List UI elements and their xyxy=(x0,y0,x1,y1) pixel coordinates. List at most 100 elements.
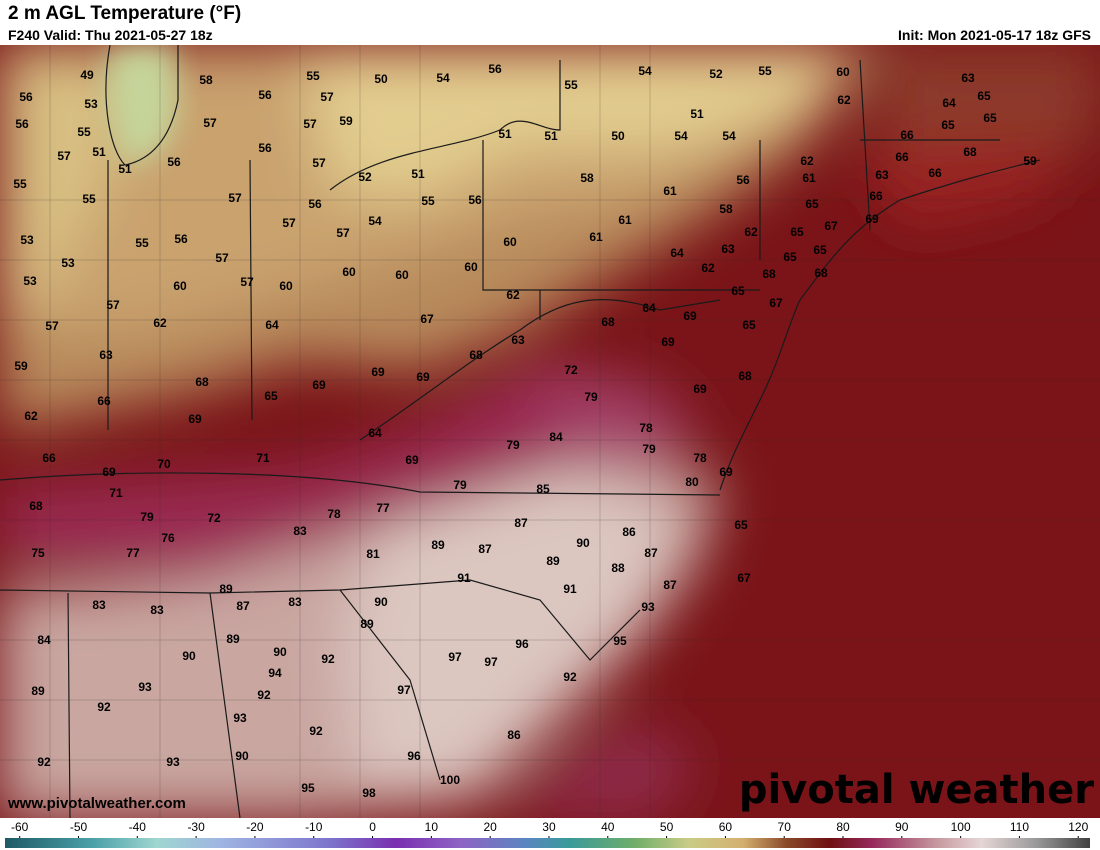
temperature-label: 97 xyxy=(484,655,498,669)
temperature-label: 50 xyxy=(611,129,625,143)
temperature-label: 66 xyxy=(900,128,914,142)
temperature-label: 65 xyxy=(790,225,804,239)
temperature-label: 60 xyxy=(503,235,517,249)
temperature-label: 68 xyxy=(601,315,615,329)
temperature-label: 57 xyxy=(320,90,334,104)
temperature-label: 63 xyxy=(99,348,113,362)
temperature-label: 57 xyxy=(240,275,254,289)
temperature-label: 71 xyxy=(256,451,270,465)
temperature-label: 65 xyxy=(983,111,997,125)
temperature-label: 69 xyxy=(312,378,326,392)
temperature-label: 65 xyxy=(941,118,955,132)
temperature-label: 88 xyxy=(611,561,625,575)
temperature-label: 59 xyxy=(339,114,353,128)
temperature-label: 57 xyxy=(45,319,59,333)
temperature-label: 69 xyxy=(683,309,697,323)
temperature-label: 92 xyxy=(97,700,111,714)
temperature-label: 57 xyxy=(228,191,242,205)
temperature-label: 69 xyxy=(693,382,707,396)
temperature-label: 51 xyxy=(118,162,132,176)
colorbar xyxy=(5,838,1090,848)
temperature-label: 69 xyxy=(865,212,879,226)
temperature-label: 56 xyxy=(258,88,272,102)
temperature-label: 83 xyxy=(288,595,302,609)
temperature-label: 54 xyxy=(722,129,736,143)
temperature-label: 95 xyxy=(301,781,315,795)
temperature-label: 87 xyxy=(514,516,528,530)
map-title: 2 m AGL Temperature (°F) xyxy=(8,3,242,24)
colorbar-tick-label: -60 xyxy=(11,820,29,834)
temperature-label: 56 xyxy=(19,90,33,104)
temperature-label: 69 xyxy=(188,412,202,426)
temperature-label: 61 xyxy=(618,213,632,227)
temperature-label: 84 xyxy=(37,633,51,647)
colorbar-tick-label: -40 xyxy=(129,820,147,834)
temperature-label: 57 xyxy=(57,149,71,163)
temperature-label: 94 xyxy=(268,666,282,680)
temperature-label: 64 xyxy=(642,301,656,315)
temperature-label: 90 xyxy=(374,595,388,609)
temperature-label: 91 xyxy=(563,582,577,596)
colorbar-tick-label: -10 xyxy=(305,820,323,834)
temperature-label: 56 xyxy=(167,155,181,169)
temperature-label: 54 xyxy=(638,64,652,78)
temperature-label: 89 xyxy=(546,554,560,568)
temperature-label: 69 xyxy=(719,465,733,479)
website: www.pivotalweather.com xyxy=(7,795,186,812)
temperature-label: 79 xyxy=(453,478,467,492)
temperature-label: 65 xyxy=(977,89,991,103)
temperature-label: 69 xyxy=(405,453,419,467)
temperature-label: 56 xyxy=(736,173,750,187)
temperature-label: 86 xyxy=(622,525,636,539)
temperature-label: 70 xyxy=(157,457,171,471)
temperature-label: 55 xyxy=(77,125,91,139)
temperature-label: 57 xyxy=(282,216,296,230)
temperature-label: 56 xyxy=(488,62,502,76)
temperature-label: 96 xyxy=(407,749,421,763)
temperature-label: 65 xyxy=(264,389,278,403)
temperature-label: 92 xyxy=(309,724,323,738)
temperature-label: 56 xyxy=(308,197,322,211)
temperature-label: 62 xyxy=(153,316,167,330)
temperature-label: 63 xyxy=(511,333,525,347)
temperature-label: 65 xyxy=(783,250,797,264)
temperature-label: 95 xyxy=(613,634,627,648)
temperature-label: 51 xyxy=(544,129,558,143)
temperature-label: 100 xyxy=(440,773,460,787)
temperature-label: 68 xyxy=(195,375,209,389)
temperature-label: 91 xyxy=(457,571,471,585)
temperature-label: 79 xyxy=(506,438,520,452)
temperature-label: 67 xyxy=(420,312,434,326)
temperature-label: 69 xyxy=(661,335,675,349)
temperature-label: 68 xyxy=(762,267,776,281)
temperature-label: 65 xyxy=(734,518,748,532)
temperature-label: 60 xyxy=(836,65,850,79)
temperature-label: 62 xyxy=(837,93,851,107)
county-lines xyxy=(0,45,1100,818)
colorbar-tick-label: 100 xyxy=(951,820,971,834)
temperature-label: 78 xyxy=(327,507,341,521)
temperature-label: 90 xyxy=(235,749,249,763)
temperature-label: 51 xyxy=(411,167,425,181)
temperature-label: 78 xyxy=(639,421,653,435)
temperature-label: 69 xyxy=(102,465,116,479)
temperature-label: 68 xyxy=(738,369,752,383)
temperature-label: 67 xyxy=(737,571,751,585)
temperature-label: 56 xyxy=(258,141,272,155)
temperature-label: 72 xyxy=(564,363,578,377)
temperature-label: 96 xyxy=(515,637,529,651)
temperature-label: 65 xyxy=(731,284,745,298)
colorbar-tick-label: 80 xyxy=(836,820,850,834)
colorbar-tick-label: 120 xyxy=(1068,820,1088,834)
temperature-label: 86 xyxy=(507,728,521,742)
temperature-label: 55 xyxy=(421,194,435,208)
temperature-label: 71 xyxy=(109,486,123,500)
temperature-label: 52 xyxy=(358,170,372,184)
colorbar-tick-label: 10 xyxy=(425,820,439,834)
temperature-label: 64 xyxy=(265,318,279,332)
temperature-label: 87 xyxy=(236,599,250,613)
temperature-label: 84 xyxy=(549,430,563,444)
temperature-label: 72 xyxy=(207,511,221,525)
temperature-label: 87 xyxy=(478,542,492,556)
